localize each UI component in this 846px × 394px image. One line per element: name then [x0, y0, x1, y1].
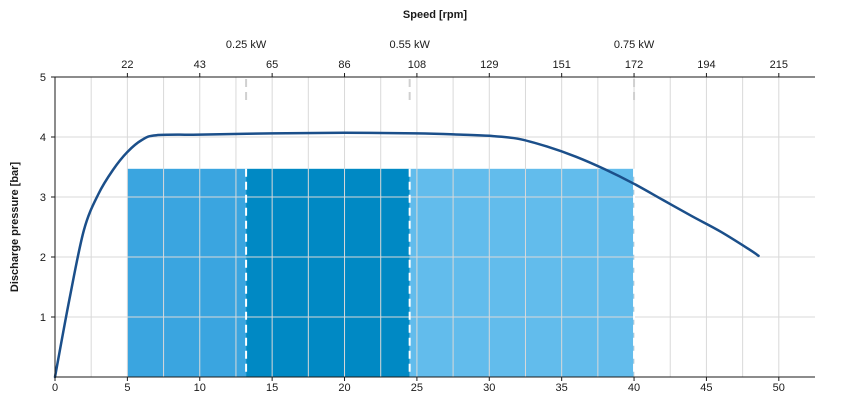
x-tick-label: 30: [483, 382, 495, 394]
power-band-3: [409, 168, 635, 377]
axis-labels: Speed [rpm] Discharge pressure [bar]: [9, 9, 467, 292]
top-axis-title: Speed [rpm]: [403, 9, 468, 21]
top-tick-label: 194: [697, 59, 715, 71]
top-tick-label: 43: [194, 59, 206, 71]
y-tick-label: 3: [40, 192, 46, 204]
y-tick-label: 4: [40, 132, 46, 144]
x-tick-label: 40: [628, 382, 640, 394]
y-tick-label: 5: [40, 72, 46, 84]
y-tick-label: 2: [40, 252, 46, 264]
x-tick-label: 10: [194, 382, 206, 394]
y-axis-title: Discharge pressure [bar]: [9, 162, 21, 293]
top-tick-label: 129: [480, 59, 498, 71]
power-label: 0.25 kW: [226, 39, 267, 51]
top-tick-label: 151: [552, 59, 570, 71]
top-tick-label: 215: [770, 59, 788, 71]
top-tick-label: 22: [121, 59, 133, 71]
top-tick-label: 172: [625, 59, 643, 71]
x-tick-label: 45: [700, 382, 712, 394]
power-label: 0.55 kW: [389, 39, 430, 51]
power-label: 0.75 kW: [614, 39, 655, 51]
power-band-2: [246, 168, 410, 377]
axes: 0510152025303540455051234522436586108129…: [40, 39, 815, 394]
x-tick-label: 0: [52, 382, 58, 394]
performance-curve-line-1: [53, 131, 760, 379]
power-band-1: [127, 168, 247, 377]
grid-lines: [55, 76, 815, 377]
top-tick-label: 86: [338, 59, 350, 71]
power-divider-lines: [245, 79, 636, 377]
x-tick-label: 15: [266, 382, 278, 394]
y-tick-label: 1: [40, 312, 46, 324]
x-tick-label: 5: [124, 382, 130, 394]
top-tick-label: 108: [408, 59, 426, 71]
x-tick-label: 20: [338, 382, 350, 394]
x-tick-label: 50: [773, 382, 785, 394]
x-tick-label: 25: [411, 382, 423, 394]
performance-curve: [53, 131, 760, 379]
x-tick-label: 35: [556, 382, 568, 394]
power-bands: [127, 168, 635, 377]
top-tick-label: 65: [266, 59, 278, 71]
